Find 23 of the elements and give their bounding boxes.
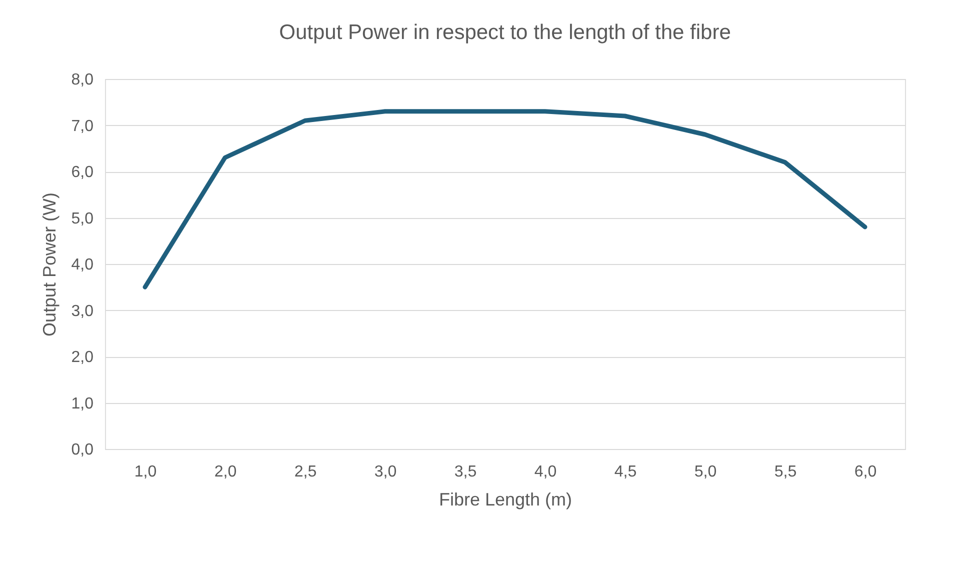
y-tick-label: 6,0 bbox=[71, 164, 94, 181]
x-tick-label: 5,0 bbox=[694, 464, 717, 480]
x-tick-label: 1,0 bbox=[134, 464, 157, 480]
x-tick-label: 3,0 bbox=[374, 464, 397, 480]
x-tick-label: 5,5 bbox=[774, 464, 797, 480]
x-tick-label: 2,5 bbox=[294, 464, 317, 480]
y-tick-label: 3,0 bbox=[71, 302, 94, 320]
y-tick-label: 0,0 bbox=[71, 442, 94, 458]
x-tick-label: 4,0 bbox=[534, 464, 557, 480]
y-tick-label: 5,0 bbox=[71, 210, 94, 228]
y-tick-label: 4,0 bbox=[71, 256, 94, 274]
y-tick-label: 2,0 bbox=[71, 349, 94, 366]
x-tick-label: 3,5 bbox=[454, 464, 477, 480]
y-axis-title: Output Power (W) bbox=[39, 192, 60, 337]
line-series bbox=[142, 109, 868, 290]
y-tick-label: 1,0 bbox=[71, 395, 94, 412]
x-tick-label: 2,0 bbox=[214, 464, 237, 480]
x-axis-title: Fibre Length (m) bbox=[438, 490, 572, 510]
y-tick-label: 8,0 bbox=[71, 72, 94, 88]
y-tick-label: 7,0 bbox=[71, 118, 94, 135]
x-tick-label: 6,0 bbox=[854, 464, 877, 480]
x-tick-label: 4,5 bbox=[614, 464, 637, 480]
chart-title: Output Power in respect to the length of the fibre bbox=[279, 21, 731, 44]
